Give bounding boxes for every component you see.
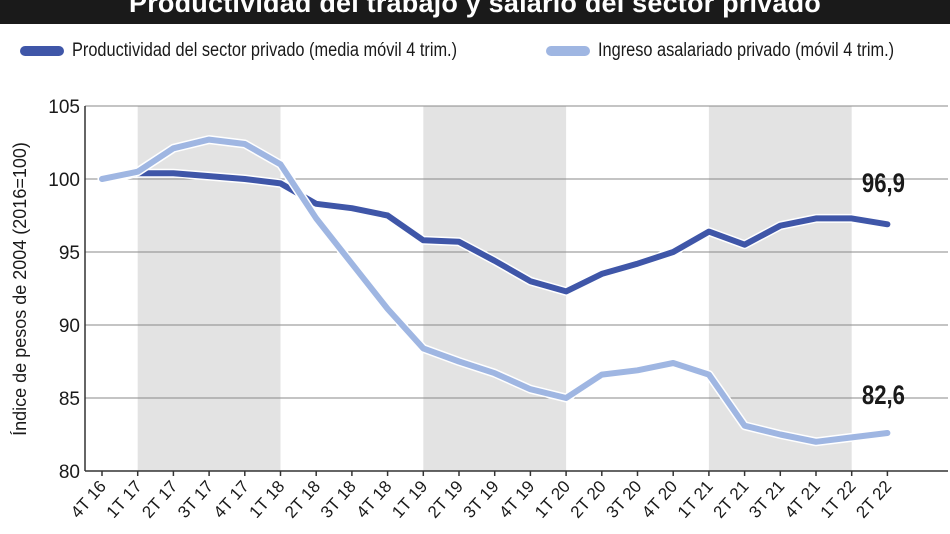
legend-label-ingreso: Ingreso asalariado privado (móvil 4 trim… xyxy=(598,40,895,61)
end-labels: 96,9 82,6 xyxy=(862,169,905,411)
legend-label-productividad: Productividad del sector privado (media … xyxy=(72,40,458,61)
x-tick-label: 2T 21 xyxy=(710,477,753,522)
y-axis-title: Índice de pesos de 2004 (2016=100) xyxy=(10,142,30,436)
y-tick-label: 100 xyxy=(48,170,80,191)
y-tick-label: 85 xyxy=(59,389,80,410)
x-tick-label: 2T 17 xyxy=(138,477,181,522)
x-tick-label: 2T 19 xyxy=(424,477,467,522)
y-tick-label: 80 xyxy=(59,462,80,483)
y-tick-label: 105 xyxy=(48,97,80,118)
x-tick-label: 1T 22 xyxy=(817,477,860,522)
y-tick-label: 90 xyxy=(59,316,80,337)
series-line-productividad xyxy=(99,170,891,295)
title-bar: Productividad del trabajo y salario del … xyxy=(0,0,950,24)
series-lines xyxy=(97,135,892,447)
chart-title: Productividad del trabajo y salario del … xyxy=(129,0,821,18)
x-tick-label: 1T 17 xyxy=(103,477,146,522)
year-band xyxy=(137,106,281,471)
gridlines xyxy=(85,105,948,399)
x-tick-label: 4T 21 xyxy=(781,477,824,522)
year-band xyxy=(708,106,852,471)
end-label-ingreso: 82,6 xyxy=(862,381,905,411)
x-tick-label: 1T 20 xyxy=(531,477,574,522)
x-tick-label: 1T 19 xyxy=(388,477,431,522)
x-tick-label: 4T 17 xyxy=(210,477,253,522)
y-tick-label: 95 xyxy=(59,243,80,264)
x-tick-label: 3T 19 xyxy=(460,477,503,522)
x-tick-label: 4T 20 xyxy=(638,477,681,522)
x-tick-label: 3T 20 xyxy=(602,477,645,522)
x-tick-label: 2T 22 xyxy=(852,477,895,522)
x-tick-label: 1T 18 xyxy=(245,477,288,522)
x-tick-label: 4T 19 xyxy=(495,477,538,522)
series-line-ingreso xyxy=(99,136,891,445)
x-tick-label: 4T 18 xyxy=(353,477,396,522)
legend-item-productividad: Productividad del sector privado (media … xyxy=(20,38,520,64)
x-tick-label: 4T 16 xyxy=(67,477,110,522)
legend-swatch-productividad xyxy=(20,46,64,56)
x-tick-label: 3T 17 xyxy=(174,477,217,522)
x-tick-label: 1T 21 xyxy=(674,477,717,522)
x-tick-label: 3T 18 xyxy=(317,477,360,522)
legend: Productividad del sector privado (media … xyxy=(0,38,950,64)
legend-item-ingreso: Ingreso asalariado privado (móvil 4 trim… xyxy=(546,38,942,64)
x-tick-label: 2T 18 xyxy=(281,477,324,522)
x-tick-label: 2T 20 xyxy=(567,477,610,522)
year-bands xyxy=(137,106,852,471)
end-label-productividad: 96,9 xyxy=(862,169,905,199)
legend-swatch-ingreso xyxy=(546,46,590,56)
x-tick-label: 3T 21 xyxy=(745,477,788,522)
